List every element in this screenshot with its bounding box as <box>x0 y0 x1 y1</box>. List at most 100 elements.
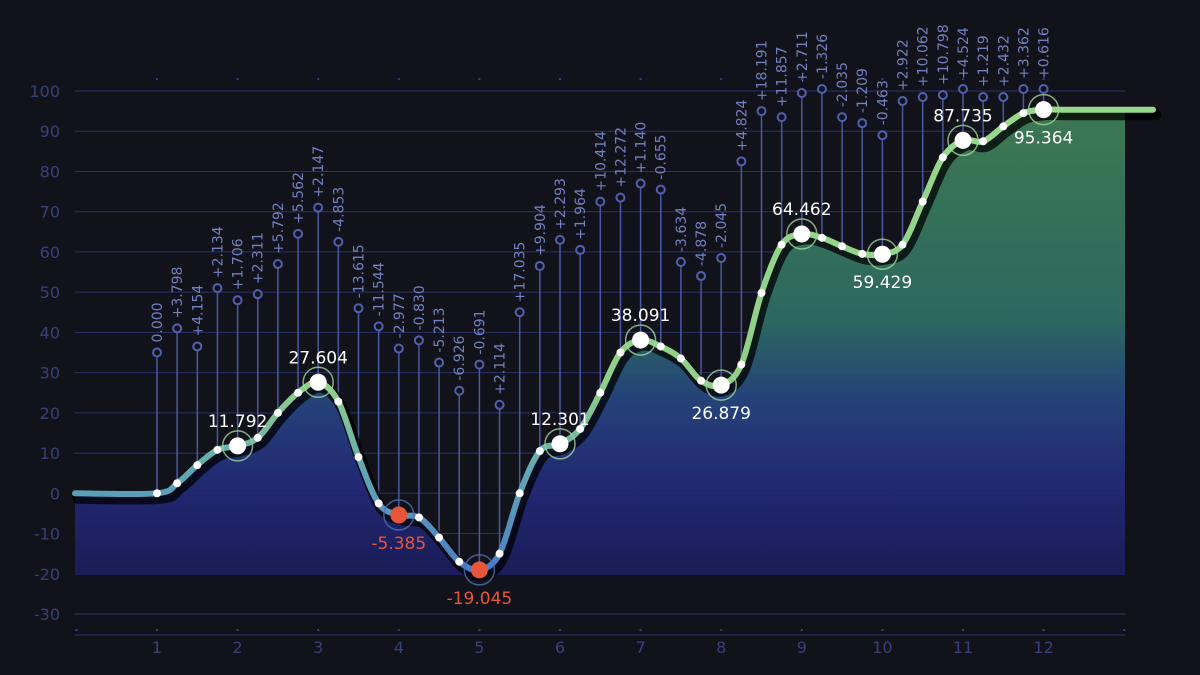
y-tick-label: 80 <box>40 162 60 181</box>
delta-label: +3.798 <box>170 267 186 319</box>
key-point-halo <box>221 430 254 462</box>
x-tick-label: 11 <box>953 638 973 657</box>
data-point <box>999 122 1008 131</box>
delta-label: +2.922 <box>896 39 912 91</box>
delta-pin <box>252 289 263 300</box>
y-tick-label: -10 <box>34 525 60 544</box>
delta-pin <box>958 83 968 94</box>
delta-label: +11.857 <box>775 46 791 107</box>
key-point-halo <box>705 369 737 401</box>
key-point <box>309 373 327 391</box>
y-tick-label: -20 <box>34 565 60 584</box>
delta-label: +5.792 <box>271 202 287 254</box>
delta-label: -4.878 <box>694 221 710 266</box>
delta-label: +1.140 <box>634 122 650 174</box>
delta-pin <box>877 130 888 141</box>
delta-label: 0.000 <box>150 302 166 342</box>
key-point-label: 26.879 <box>691 404 750 424</box>
top-tick-mark <box>156 78 158 80</box>
data-point <box>253 433 262 442</box>
delta-label: +2.311 <box>251 232 267 284</box>
delta-pin <box>776 112 787 123</box>
x-tick-mark <box>881 629 884 631</box>
delta-label: +2.432 <box>996 35 1012 87</box>
data-point <box>414 513 423 522</box>
key-point-label: 11.792 <box>208 412 267 432</box>
delta-pin <box>494 399 505 410</box>
data-point <box>918 197 927 206</box>
top-tick-mark <box>720 78 723 80</box>
delta-pin <box>675 256 686 267</box>
key-point-halo <box>1027 93 1060 126</box>
delta-label: -2.045 <box>714 203 730 248</box>
key-point <box>1035 101 1053 119</box>
key-point-halo <box>624 324 657 356</box>
delta-label: -4.853 <box>331 187 347 232</box>
delta-pin <box>1018 83 1029 94</box>
delta-label: +2.293 <box>553 178 569 230</box>
delta-pin <box>978 92 989 103</box>
data-point <box>173 479 182 488</box>
delta-pin <box>796 88 807 99</box>
data-point <box>737 360 746 369</box>
delta-pin <box>534 261 545 272</box>
key-point <box>793 225 811 243</box>
series-points <box>153 109 1028 566</box>
data-point <box>838 242 847 251</box>
x-tick-mark <box>720 629 723 631</box>
delta-pin <box>1038 83 1049 94</box>
data-point <box>676 354 685 363</box>
key-point <box>873 245 891 263</box>
delta-pin <box>716 252 727 263</box>
delta-label: +17.035 <box>513 242 529 303</box>
data-point <box>193 461 202 470</box>
delta-label: +10.414 <box>593 131 609 192</box>
data-point <box>596 388 605 397</box>
delta-pin <box>152 347 162 358</box>
delta-pin <box>897 96 908 107</box>
data-point <box>777 240 786 249</box>
y-tick-label: 20 <box>40 404 60 423</box>
delta-pin <box>172 323 183 334</box>
key-points: 11.792 27.604 -5.385 -19.045 12.301 38.091 26.… <box>208 93 1073 609</box>
x-tick-mark <box>75 629 78 631</box>
x-tick-label: 5 <box>474 638 484 657</box>
data-point <box>656 342 665 351</box>
x-tick-label: 6 <box>555 638 565 657</box>
key-point <box>712 376 730 394</box>
key-point-label: -5.385 <box>371 534 426 554</box>
x-tick-mark <box>236 629 239 631</box>
x-tick-mark <box>559 629 561 631</box>
delta-pin <box>293 228 304 239</box>
data-point <box>938 153 947 162</box>
x-tick-mark <box>800 629 803 631</box>
delta-pin <box>373 321 384 332</box>
series-shadow <box>72 108 1162 581</box>
data-point <box>858 249 867 258</box>
key-point-halo <box>302 366 334 399</box>
top-tick-mark <box>962 78 964 80</box>
delta-pin <box>272 258 283 269</box>
delta-pin <box>434 357 445 368</box>
data-point <box>697 376 706 385</box>
y-tick-label: 70 <box>40 203 60 222</box>
delta-label: -5.213 <box>432 307 448 352</box>
x-tick-mark <box>1042 629 1045 631</box>
delta-pin <box>454 385 465 396</box>
y-tick-label: 10 <box>40 444 60 463</box>
data-point <box>535 447 544 456</box>
x-tick-label: 3 <box>313 638 323 657</box>
delta-pin <box>756 106 767 117</box>
delta-label: +3.362 <box>1016 27 1032 79</box>
x-tick-mark <box>397 629 400 631</box>
area-path <box>75 109 1125 575</box>
delta-label: -1.326 <box>815 34 831 79</box>
x-tick-label: 2 <box>233 638 243 657</box>
delta-label: +0.616 <box>1037 27 1053 79</box>
top-tick-mark <box>317 78 320 80</box>
delta-label: +10.798 <box>936 24 952 85</box>
data-point <box>213 445 222 454</box>
delta-label: +5.562 <box>291 172 307 224</box>
x-tick-mark <box>156 629 158 631</box>
